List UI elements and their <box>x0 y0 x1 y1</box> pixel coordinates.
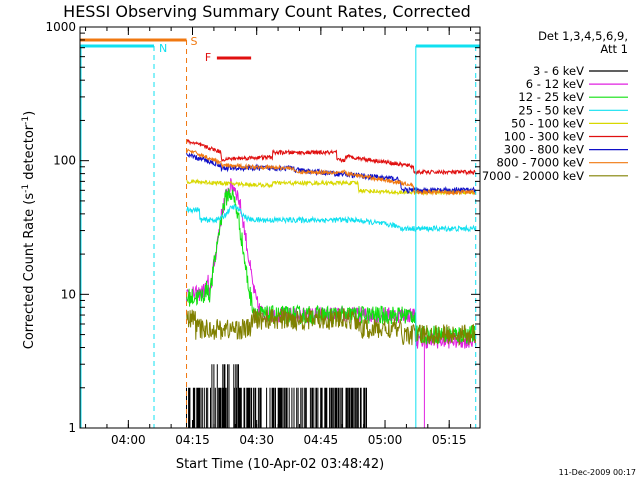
legend-label: 25 - 50 keV <box>518 103 584 117</box>
legend-label: 7000 - 20000 keV <box>482 169 584 183</box>
legend-label: 50 - 100 keV <box>511 116 584 130</box>
x-tick-label: 04:00 <box>111 433 146 447</box>
legend-header-2: Att 1 <box>600 42 628 56</box>
flare-marker-label: F <box>205 51 211 64</box>
legend-label: 800 - 7000 keV <box>496 156 584 170</box>
y-axis-label: Corrected Count Rate (s-1 detector-1) <box>21 111 37 349</box>
timestamp: 11-Dec-2009 00:17 <box>559 468 636 477</box>
y-axis-label-sup1: -1 <box>21 184 31 193</box>
legend-label: 12 - 25 keV <box>518 90 584 104</box>
series-800-7000kev <box>186 148 476 197</box>
legend-header-1: Det 1,3,4,5,6,9, <box>538 29 628 43</box>
legend-label: 100 - 300 keV <box>504 130 584 144</box>
series-3-6kev <box>186 364 367 428</box>
series-7000-20000kev <box>186 307 477 347</box>
y-axis-label-part1: Corrected Count Rate (s <box>22 193 37 350</box>
plot-frame <box>79 26 481 429</box>
y-axis-label-part3: ) <box>22 111 37 116</box>
x-tick-label: 05:15 <box>432 433 467 447</box>
saa-marker-label: S <box>191 35 198 48</box>
x-tick-label: 05:00 <box>368 433 403 447</box>
legend-label: 3 - 6 keV <box>533 64 584 78</box>
x-tick-label: 04:30 <box>239 433 274 447</box>
y-tick-label: 10 <box>61 287 76 301</box>
x-axis-label: Start Time (10-Apr-02 03:48:42) <box>176 457 384 472</box>
x-tick-label: 04:15 <box>175 433 210 447</box>
legend-label: 6 - 12 keV <box>526 77 584 91</box>
y-axis-label-part2: detector <box>22 124 37 184</box>
chart-title: HESSI Observing Summary Count Rates, Cor… <box>63 2 471 21</box>
legend-label: 300 - 800 keV <box>504 143 584 157</box>
y-axis-label-sup2: -1 <box>21 116 31 125</box>
x-tick-label: 04:45 <box>304 433 339 447</box>
night-marker-label: N <box>159 42 167 55</box>
y-tick-label: 1000 <box>45 20 76 34</box>
series-25-50kev <box>186 203 477 233</box>
y-tick-label: 100 <box>53 154 76 168</box>
y-tick-label: 1 <box>68 421 76 435</box>
series-100-300kev <box>186 139 476 176</box>
